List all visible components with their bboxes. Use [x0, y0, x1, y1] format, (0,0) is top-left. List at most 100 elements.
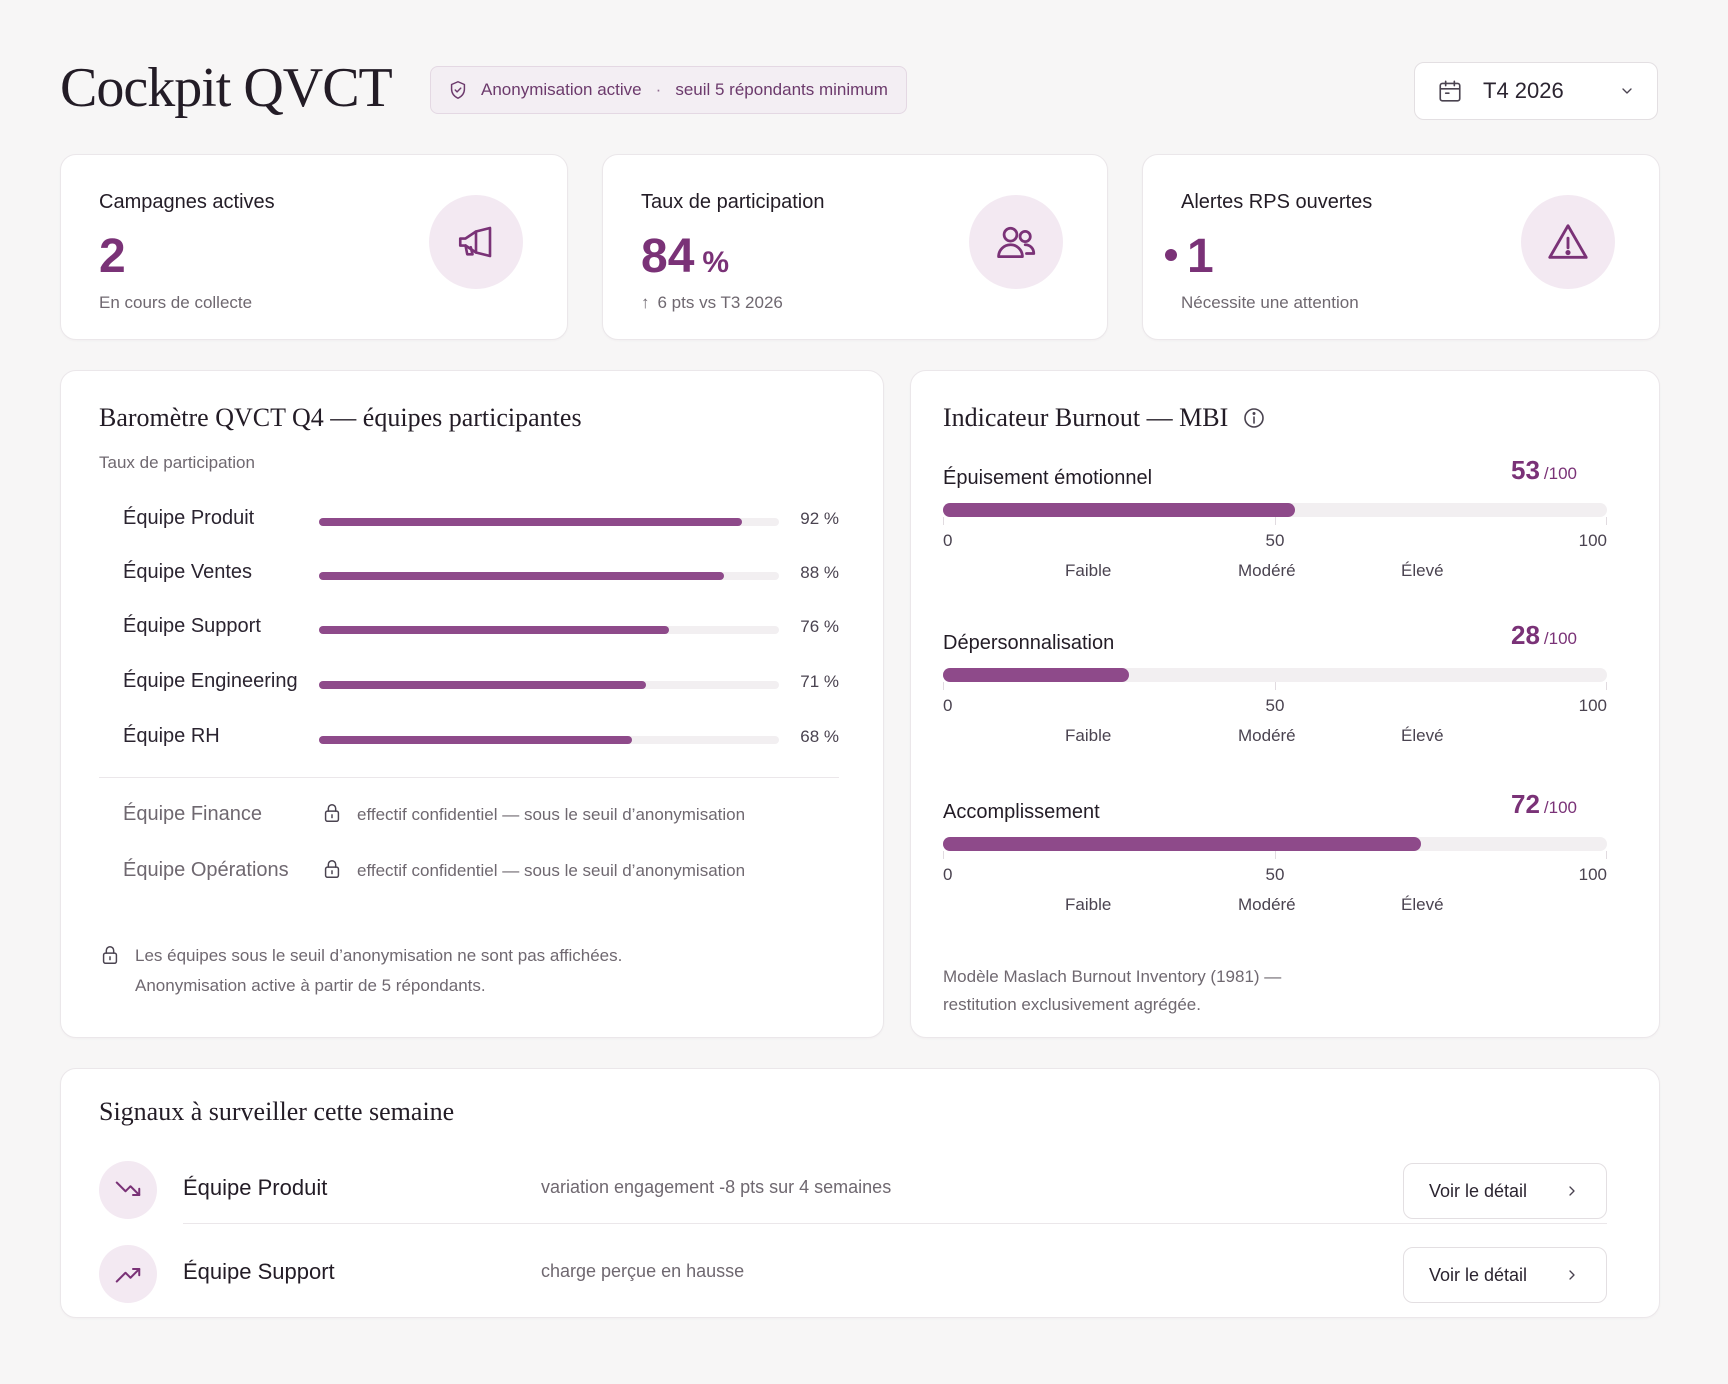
- scale-tick: [943, 682, 944, 690]
- team-row: Équipe RH 68 %: [61, 723, 883, 753]
- arrow-up-icon: ↑: [641, 293, 650, 312]
- divider: [183, 1223, 1607, 1224]
- signal-description: variation engagement -8 pts sur 4 semain…: [541, 1177, 892, 1197]
- confidential-note: effectif confidentiel — sous le seuil d’…: [357, 861, 746, 880]
- burnout-title: Indicateur Burnout — MBI: [943, 403, 1266, 433]
- calendar-icon: [1437, 78, 1463, 104]
- dimension-score: 72/100: [1511, 789, 1577, 820]
- team-name: Équipe Finance: [123, 803, 262, 825]
- kpi-title: Taux de participation: [641, 191, 825, 213]
- participation-bar-track: [319, 681, 779, 689]
- participation-delta: 6 pts vs T3 2026: [657, 293, 783, 312]
- signal-team: Équipe Support: [183, 1259, 335, 1284]
- score-bar: [943, 837, 1422, 851]
- dimension-score: 53/100: [1511, 455, 1577, 486]
- signal-row: Équipe Produit variation engagement -8 p…: [99, 1153, 1607, 1235]
- footnote-line: Les équipes sous le seuil d’anonymisatio…: [135, 946, 623, 965]
- scale-min: 0: [943, 531, 953, 550]
- team-row: Équipe Support 76 %: [61, 613, 883, 643]
- megaphone-icon: [429, 195, 523, 289]
- separator-dot: ·: [655, 80, 662, 99]
- lock-icon: [321, 801, 343, 825]
- scale-tick: [1275, 682, 1276, 690]
- shield-icon: [447, 79, 469, 101]
- dimension-score: 28/100: [1511, 620, 1577, 651]
- score-bar: [943, 503, 1295, 517]
- chevron-right-icon: [1564, 1267, 1580, 1283]
- score-track: [943, 503, 1607, 517]
- participation-value: 76 %: [800, 617, 839, 636]
- button-label: Voir le détail: [1429, 1180, 1528, 1201]
- trend-up-icon: [99, 1245, 157, 1303]
- barometer-panel: Baromètre QVCT Q4 — équipes participante…: [60, 370, 884, 1038]
- burnout-panel: Indicateur Burnout — MBI Épuisement émot…: [910, 370, 1660, 1038]
- anonymization-footnote: Les équipes sous le seuil d’anonymisatio…: [99, 941, 622, 1001]
- score-track: [943, 837, 1607, 851]
- participation-value: 88 %: [800, 563, 839, 582]
- footnote-line: Anonymisation active à partir de 5 répon…: [135, 976, 486, 995]
- anonymization-label: Anonymisation active: [481, 80, 642, 99]
- chevron-right-icon: [1564, 1183, 1580, 1199]
- participation-bar: [319, 681, 646, 689]
- period-select[interactable]: T4 2026: [1414, 62, 1658, 120]
- zone-mid: Modéré: [1238, 726, 1296, 745]
- footnote-line: restitution exclusivement agrégée.: [943, 995, 1201, 1014]
- locked-team-row: Équipe Finance effectif confidentiel — s…: [61, 801, 883, 831]
- scale-max: 100: [1578, 696, 1607, 715]
- kpi-value: 1: [1165, 227, 1214, 287]
- participation-value: 68 %: [800, 727, 839, 746]
- kpi-card-participation: Taux de participation 84% ↑ 6 pts vs T3 2…: [602, 154, 1108, 340]
- scale-tick: [1606, 517, 1607, 525]
- info-icon[interactable]: [1242, 406, 1266, 430]
- kpi-title: Campagnes actives: [99, 191, 275, 213]
- scale-min: 0: [943, 865, 953, 884]
- scale-min: 0: [943, 696, 953, 715]
- scale-tick: [1275, 517, 1276, 525]
- zone-high: Élevé: [1401, 726, 1444, 745]
- campaigns-count: 2: [99, 230, 126, 283]
- zone-mid: Modéré: [1238, 895, 1296, 914]
- barometer-title: Baromètre QVCT Q4 — équipes participante…: [99, 403, 582, 432]
- score-max: /100: [1543, 798, 1577, 817]
- team-row: Équipe Engineering 71 %: [61, 668, 883, 698]
- mbi-dimension: Accomplissement 72/100 0 50 100 Faible M…: [943, 785, 1607, 935]
- team-name: Équipe Ventes: [123, 561, 252, 583]
- participation-bar: [319, 736, 632, 744]
- scale-max: 100: [1578, 531, 1607, 550]
- scale-tick: [943, 851, 944, 859]
- team-name: Équipe Engineering: [123, 670, 298, 692]
- signal-description: charge perçue en hausse: [541, 1261, 745, 1281]
- kpi-value: 2: [99, 227, 126, 287]
- zone-low: Faible: [1065, 561, 1112, 580]
- team-name: Équipe Opérations: [123, 859, 289, 881]
- signal-team: Équipe Produit: [183, 1175, 328, 1200]
- zone-low: Faible: [1065, 726, 1112, 745]
- team-row: Équipe Produit 92 %: [61, 505, 883, 535]
- view-detail-button[interactable]: Voir le détail: [1403, 1163, 1607, 1219]
- team-name: Équipe Produit: [123, 507, 255, 529]
- signals-panel: Signaux à surveiller cette semaine Équip…: [60, 1068, 1660, 1318]
- alerts-count: 1: [1187, 230, 1214, 283]
- barometer-subtitle: Taux de participation: [99, 453, 255, 472]
- scale-tick: [1606, 682, 1607, 690]
- participation-bar-track: [319, 736, 779, 744]
- footnote-line: Modèle Maslach Burnout Inventory (1981) …: [943, 967, 1282, 986]
- zone-high: Élevé: [1401, 561, 1444, 580]
- view-detail-button[interactable]: Voir le détail: [1403, 1247, 1607, 1303]
- warning-icon: [1521, 195, 1615, 289]
- trend-down-icon: [99, 1161, 157, 1219]
- team-name: Équipe RH: [123, 725, 220, 747]
- scale-tick: [1606, 851, 1607, 859]
- signals-title: Signaux à surveiller cette semaine: [99, 1097, 455, 1126]
- page-title: Cockpit QVCT: [60, 57, 393, 119]
- kpi-subtitle: En cours de collecte: [99, 293, 253, 312]
- confidential-note: effectif confidentiel — sous le seuil d’…: [357, 805, 746, 824]
- page-header: Cockpit QVCT Anonymisation active · seui…: [60, 56, 1658, 120]
- team-name: Équipe Support: [123, 615, 261, 637]
- lock-icon: [321, 857, 343, 881]
- locked-team-row: Équipe Opérations effectif confidentiel …: [61, 857, 883, 887]
- zone-high: Élevé: [1401, 895, 1444, 914]
- dimension-name: Dépersonnalisation: [943, 632, 1115, 654]
- scale-mid: 50: [1265, 531, 1285, 550]
- mbi-dimension: Dépersonnalisation 28/100 0 50 100 Faibl…: [943, 616, 1607, 766]
